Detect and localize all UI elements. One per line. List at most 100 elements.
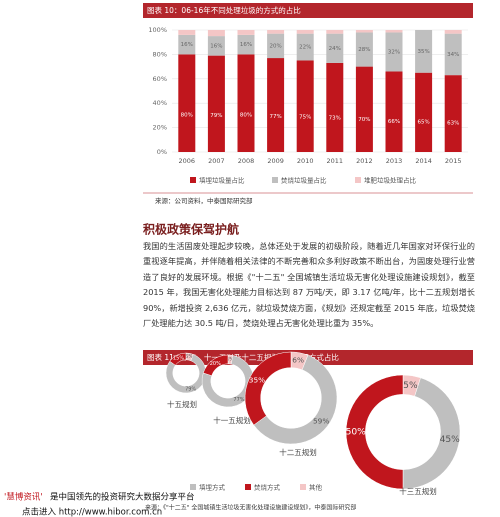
bar-segment — [207, 36, 225, 56]
bar-segment — [178, 54, 196, 152]
x-tick-label: 2007 — [208, 157, 225, 165]
bar-segment — [178, 30, 196, 35]
x-tick-label: 2015 — [445, 157, 462, 165]
value-label: 65% — [417, 119, 429, 125]
x-tick-label: 2012 — [356, 157, 373, 165]
pie-name: 十五规划 — [167, 399, 197, 409]
value-label: 73% — [329, 116, 341, 122]
bar-segment — [267, 33, 285, 59]
value-label: 35% — [417, 49, 429, 55]
paragraph: 我国的生活固废处理起步较晚，总体还处于发展的初级阶段，随着近几年国家对环保行业的… — [143, 241, 475, 329]
value-label: 66% — [388, 119, 400, 125]
value-label: 32% — [388, 49, 400, 55]
legend-swatch — [190, 484, 196, 490]
section-heading: 积极政策保驾护航 — [143, 222, 239, 237]
bar-segment — [237, 54, 255, 152]
x-tick-label: 2006 — [179, 157, 196, 165]
bar-segment — [296, 30, 314, 34]
donut-segment — [244, 351, 292, 426]
donut-segment — [169, 352, 187, 366]
bar-segment — [296, 60, 314, 152]
value-label: 6% — [185, 354, 193, 360]
pie-name: 十二五规划 — [279, 447, 317, 457]
bar-segment — [267, 30, 285, 34]
y-tick-label: 20% — [153, 124, 167, 132]
legend-label: 焚烧垃圾量占比 — [281, 176, 327, 185]
donut-segment — [253, 354, 338, 445]
legend-swatch — [272, 177, 278, 183]
value-label: 63% — [447, 120, 459, 126]
x-tick-label: 2014 — [415, 157, 432, 165]
legend-label: 其他 — [309, 483, 323, 492]
y-tick-label: 60% — [153, 75, 167, 83]
value-label: 16% — [181, 42, 193, 48]
bar-segment — [385, 32, 403, 72]
source: 来源：公司资料，中泰国际研究部 — [155, 196, 253, 205]
value-label: 6% — [292, 355, 304, 364]
bar-segment — [237, 30, 255, 35]
value-label: 77% — [233, 397, 244, 403]
watermark-link: 点击进入 http://www.hibor.com.cn — [22, 507, 162, 517]
pie-name: 十一五规划 — [213, 415, 251, 425]
legend-label: 焚烧方式 — [254, 483, 281, 492]
value-label: 20% — [269, 43, 281, 49]
bar-segment — [355, 32, 373, 67]
y-tick-label: 40% — [153, 99, 167, 107]
bar-segment — [296, 33, 314, 61]
value-label: 50% — [346, 428, 367, 438]
value-label: 34% — [447, 52, 459, 58]
legend-label: 填埋垃圾量占比 — [199, 176, 245, 185]
legend-swatch — [190, 177, 196, 183]
legend-label: 填埋方式 — [199, 483, 226, 492]
bar-segment — [355, 30, 373, 33]
bar-segment — [326, 62, 344, 152]
value-label: 80% — [181, 112, 193, 118]
value-label: 80% — [240, 112, 252, 118]
value-label: 24% — [329, 46, 341, 52]
y-tick-label: 0% — [157, 148, 167, 156]
bar-segment — [444, 33, 462, 76]
x-tick-label: 2013 — [386, 157, 403, 165]
value-label: 3% — [226, 357, 234, 363]
donut-segment — [402, 377, 461, 490]
x-tick-label: 2008 — [238, 157, 255, 165]
bar-segment — [355, 66, 373, 152]
chart-title: 图表 10：06-16年不同处理垃圾的方式的占比 — [147, 5, 301, 15]
donut-segment — [202, 354, 229, 377]
value-label: 15% — [173, 356, 184, 362]
value-label: 70% — [358, 117, 370, 123]
source: 来源：《"十二五" 全国城镇生活垃圾无害化处理设施建设规划》，中泰国际研究部 — [145, 504, 356, 512]
value-label: 59% — [313, 416, 329, 425]
value-label: 22% — [299, 45, 311, 51]
value-label: 75% — [299, 115, 311, 121]
donut-segment — [345, 374, 404, 490]
legend-swatch — [300, 484, 306, 490]
bar-segment — [178, 34, 196, 55]
bar-segment — [237, 34, 255, 55]
value-label: 79% — [185, 386, 196, 392]
bar-segment — [415, 30, 433, 73]
y-tick-label: 80% — [153, 50, 167, 58]
bar-segment — [326, 30, 344, 34]
legend-label: 堆肥垃圾处理占比 — [364, 176, 417, 185]
x-tick-label: 2011 — [327, 157, 344, 165]
value-label: 16% — [210, 43, 222, 49]
value-label: 79% — [210, 113, 222, 119]
chart-title: 图表 11：十五、十一五以及十二五规划不同处理方式占比 — [147, 352, 339, 362]
value-label: 77% — [269, 114, 281, 120]
paragraph-box: 我国的生活固废处理起步较晚，总体还处于发展的初级阶段，随着近几年国家对环保行业的… — [143, 241, 475, 329]
x-tick-label: 2010 — [297, 157, 314, 165]
bar-segment — [444, 75, 462, 152]
legend-swatch — [355, 177, 361, 183]
value-label: 35% — [249, 376, 265, 385]
x-tick-label: 2009 — [267, 157, 284, 165]
watermark-text: 是中国领先的投资研究大数据分享平台 — [50, 492, 195, 503]
watermark-brand: '慧博资讯' — [4, 492, 43, 503]
bar-segment — [415, 72, 433, 152]
value-label: 20% — [210, 361, 221, 367]
bar-segment — [207, 55, 225, 153]
bar-segment — [207, 30, 225, 37]
value-label: 45% — [440, 435, 461, 445]
